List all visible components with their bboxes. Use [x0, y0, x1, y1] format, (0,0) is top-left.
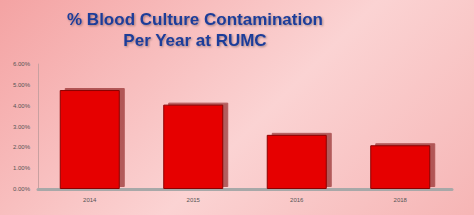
svg-text:2015: 2015	[187, 197, 201, 203]
svg-text:1.00%: 1.00%	[13, 165, 31, 171]
svg-text:2016: 2016	[290, 197, 304, 203]
svg-text:2.00%: 2.00%	[13, 144, 31, 150]
svg-text:5.00%: 5.00%	[13, 82, 31, 88]
svg-text:2014: 2014	[83, 197, 97, 203]
svg-text:3.00%: 3.00%	[13, 124, 31, 130]
svg-text:% Blood Culture Contamination: % Blood Culture Contamination	[67, 10, 323, 29]
svg-text:6.00%: 6.00%	[13, 61, 31, 67]
svg-text:0.00%: 0.00%	[13, 186, 31, 192]
svg-text:2018: 2018	[394, 197, 408, 203]
svg-text:4.00%: 4.00%	[13, 103, 31, 109]
svg-text:Per Year at RUMC: Per Year at RUMC	[123, 31, 266, 50]
